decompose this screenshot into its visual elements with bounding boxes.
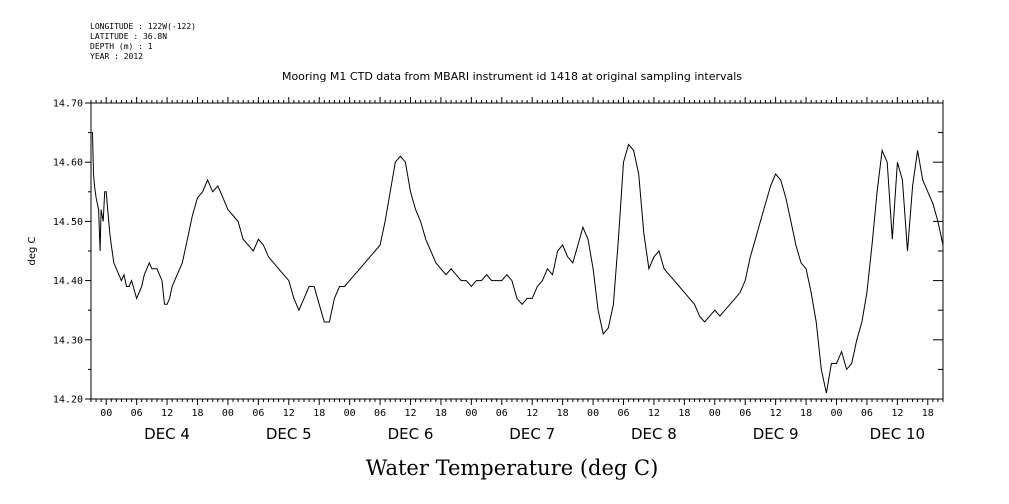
- day-label: DEC 7: [509, 425, 555, 443]
- x-tick-label: 12: [770, 408, 782, 419]
- x-tick-label: 12: [283, 408, 295, 419]
- y-tick-label: 14.40: [53, 276, 83, 287]
- y-tick-label: 14.70: [53, 99, 83, 110]
- y-tick-label: 14.50: [53, 217, 83, 228]
- day-label: DEC 9: [753, 425, 799, 443]
- x-tick-label: 06: [252, 408, 264, 419]
- x-tick-label: 18: [557, 408, 569, 419]
- longitude-text: LONGITUDE : 122W(-122): [90, 22, 196, 31]
- x-tick-label: 18: [191, 408, 203, 419]
- x-tick-label: 06: [374, 408, 386, 419]
- x-tick-label: 00: [100, 408, 112, 419]
- latitude-text: LATITUDE : 36.8N: [90, 32, 168, 41]
- x-axis-label: Water Temperature (deg C): [366, 456, 659, 480]
- x-tick-label: 00: [830, 408, 842, 419]
- x-tick-label: 06: [617, 408, 629, 419]
- x-tick-label: 18: [922, 408, 934, 419]
- x-tick-label: 06: [496, 408, 508, 419]
- chart-title: Mooring M1 CTD data from MBARI instrumen…: [282, 70, 742, 83]
- x-tick-label: 00: [587, 408, 599, 419]
- x-tick-label: 12: [891, 408, 903, 419]
- x-tick-label: 06: [131, 408, 143, 419]
- metadata-block: LONGITUDE : 122W(-122) LATITUDE : 36.8N …: [90, 22, 196, 62]
- y-tick-label: 14.20: [53, 395, 83, 406]
- x-tick-label: 06: [739, 408, 751, 419]
- y-axis-label: deg C: [27, 236, 38, 265]
- x-tick-label: 06: [861, 408, 873, 419]
- series-layer: [91, 132, 944, 394]
- x-tick-label: 18: [435, 408, 447, 419]
- x-tick-label: 12: [648, 408, 660, 419]
- y-axis: 14.20 14.30 14.40 14.50 14.60 14.70: [53, 99, 943, 406]
- depth-text: DEPTH (m) : 1: [90, 42, 153, 51]
- day-label: DEC 6: [388, 425, 434, 443]
- x-tick-label: 18: [800, 408, 812, 419]
- plot-frame: [90, 102, 944, 400]
- x-tick-label: 18: [313, 408, 325, 419]
- day-label: DEC 5: [266, 425, 312, 443]
- x-tick-label: 12: [404, 408, 416, 419]
- x-tick-label: 12: [526, 408, 538, 419]
- x-tick-label: 12: [161, 408, 173, 419]
- day-label: DEC 8: [631, 425, 677, 443]
- y-tick-label: 14.60: [53, 158, 83, 169]
- y-tick-label: 14.30: [53, 335, 83, 346]
- x-tick-label: 18: [678, 408, 690, 419]
- x-tick-label: 00: [709, 408, 721, 419]
- series-line: [91, 132, 944, 394]
- plot-border: [90, 102, 944, 400]
- x-tick-label: 00: [465, 408, 477, 419]
- x-tick-label: 00: [222, 408, 234, 419]
- year-text: YEAR : 2012: [90, 52, 143, 61]
- x-axis: 00 06 12 18 00 06 12 18 00 06 12 18 00 06 12 18 00 06 12 18…: [90, 97, 944, 443]
- day-label: DEC 4: [144, 425, 190, 443]
- day-label: DEC 10: [870, 425, 925, 443]
- x-tick-label: 00: [344, 408, 356, 419]
